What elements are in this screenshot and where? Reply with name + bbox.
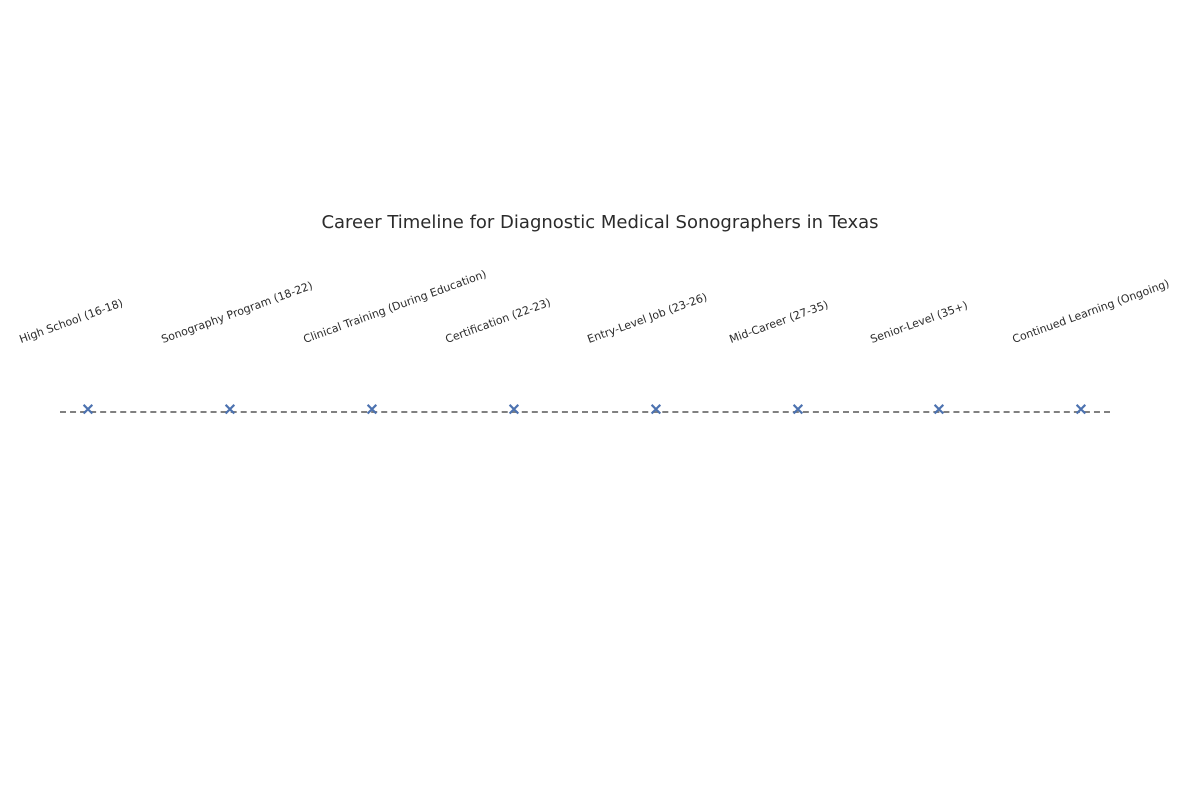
timeline-label: Certification (22-23) [444, 296, 553, 346]
timeline-axis [60, 411, 1110, 413]
timeline-label: Continued Learning (Ongoing) [1011, 277, 1172, 346]
timeline-marker: ✕ [932, 403, 945, 419]
timeline-marker: ✕ [1074, 403, 1087, 419]
timeline-label: Mid-Career (27-35) [728, 298, 830, 346]
timeline-chart: Career Timeline for Diagnostic Medical S… [0, 0, 1200, 800]
timeline-label: Sonography Program (18-22) [160, 279, 315, 346]
timeline-marker: ✕ [507, 403, 520, 419]
timeline-label: Senior-Level (35+) [869, 299, 970, 346]
timeline-label: Entry-Level Job (23-26) [586, 290, 709, 346]
timeline-label: High School (16-18) [18, 296, 125, 346]
timeline-marker: ✕ [365, 403, 378, 419]
chart-title: Career Timeline for Diagnostic Medical S… [0, 212, 1200, 233]
timeline-marker: ✕ [223, 403, 236, 419]
timeline-marker: ✕ [81, 403, 94, 419]
timeline-marker: ✕ [649, 403, 662, 419]
timeline-marker: ✕ [791, 403, 804, 419]
